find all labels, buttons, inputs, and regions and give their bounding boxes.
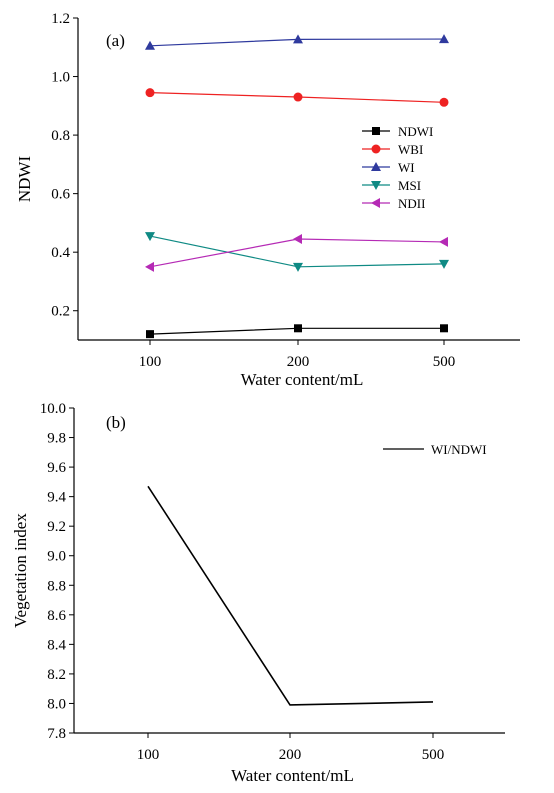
legend-marker [371,181,381,190]
legend-label: WBI [398,142,423,157]
y-axis-title: NDWI [15,156,34,203]
data-point-wi [439,34,449,44]
data-point-ndii [145,261,154,272]
y-tick-label: 8.4 [47,637,66,653]
y-tick-label: 0.2 [51,304,70,320]
x-axis-title: Water content/mL [231,766,354,785]
x-tick-label: 100 [139,354,162,370]
y-tick-label: 1.2 [51,11,70,27]
data-point-ndwi [294,324,302,333]
y-tick-label: 8.2 [47,667,66,683]
data-point-wbi [145,88,155,98]
y-tick-label: 9.6 [47,460,66,476]
y-tick-label: 8.6 [47,608,66,624]
legend-label: NDII [398,196,425,211]
data-point-ndwi [440,324,448,333]
y-tick-label: 10.0 [40,401,66,417]
data-point-wbi [439,97,449,107]
y-tick-label: 0.8 [51,128,70,144]
legend-label: MSI [398,178,421,193]
data-point-ndii [439,236,448,247]
panel-b: 7.8 8.0 8.2 8.4 8.6 8.8 9.0 9.2 9.4 9.6 9.8 10.0 100… [11,401,505,785]
legend-label: NDWI [398,124,433,139]
panel-a: 0.2 0.4 0.6 0.8 1.0 1.2 100 200 500 Water content… [15,11,520,389]
panel-label: (a) [106,31,125,50]
y-tick-label: 9.0 [47,549,66,565]
series-line-wi-ndwi [147,485,434,706]
legend-marker [371,198,380,208]
data-point-ndii [293,234,302,245]
x-tick-label: 200 [287,354,310,370]
x-tick-label: 500 [433,354,456,370]
data-point-msi [439,259,449,269]
data-point-wi [145,40,155,50]
y-tick-label: 9.2 [47,519,66,535]
y-tick-label: 0.4 [51,245,70,261]
panel-label: (b) [106,413,126,432]
legend-marker [372,127,380,135]
legend-marker [371,144,381,154]
data-point-msi [145,232,155,242]
y-axis-title: Vegetation index [11,513,30,628]
data-point-wbi [293,92,303,102]
x-axis-title: Water content/mL [241,370,364,389]
legend-label: WI/NDWI [431,442,487,457]
x-tick-label: 500 [422,747,445,763]
y-tick-label: 9.4 [47,490,66,506]
y-tick-label: 8.8 [47,578,66,594]
y-tick-label: 0.6 [51,187,70,203]
series-line-ndii [149,238,445,268]
data-point-msi [293,262,303,272]
y-tick-label: 1.0 [51,70,70,86]
legend-label: WI [398,160,415,175]
legend-marker [371,162,381,171]
x-tick-label: 100 [137,747,160,763]
y-tick-label: 8.0 [47,696,66,712]
data-point-wi [293,34,303,44]
y-tick-label: 9.8 [47,431,66,447]
data-point-ndwi [146,330,154,339]
y-tick-label: 7.8 [47,726,66,742]
x-tick-label: 200 [279,747,302,763]
